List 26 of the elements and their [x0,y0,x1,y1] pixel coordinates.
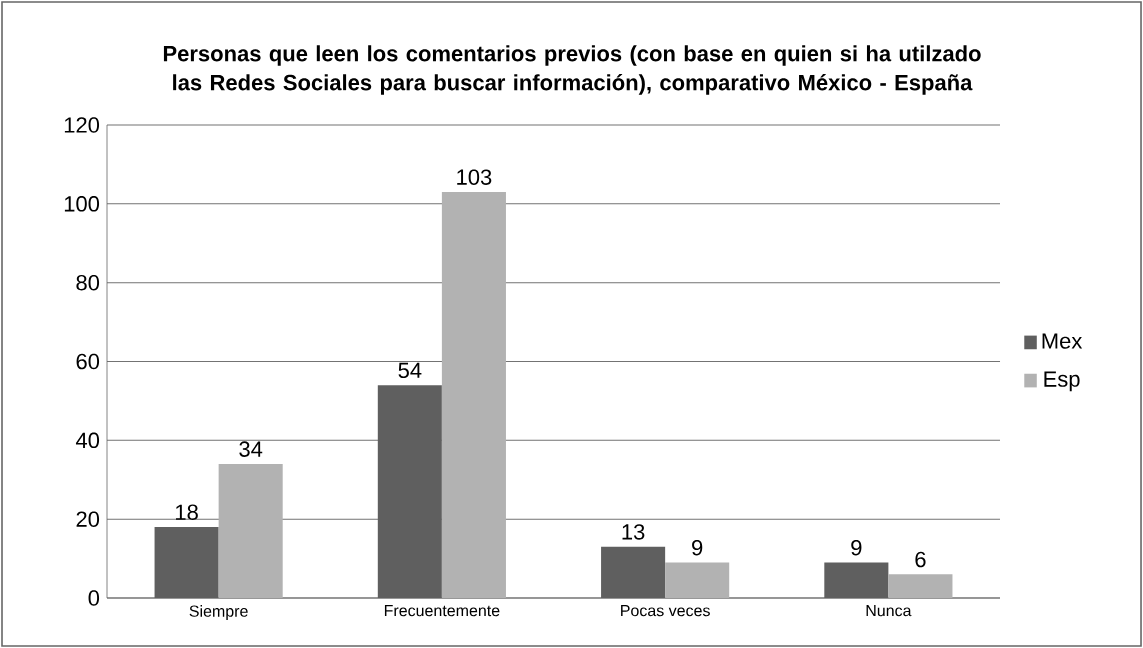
x-tick-label: Nunca [866,605,912,617]
chart-title: Personas que leen los comentarios previos (con base en quien si ha utilzado las Redes Sociales para buscar información), comparativo México - España [163,45,981,95]
data-label: 9 [851,539,862,556]
y-tick-label: 80 [76,274,100,291]
y-tick-label: 40 [75,432,100,449]
data-label: 9 [692,539,703,556]
data-label: 18 [176,504,198,520]
y-tick-label: 120 [64,117,100,133]
y-tick-label: 0 [88,590,100,606]
data-label: 13 [622,524,645,540]
data-label: 54 [398,362,422,379]
y-tick-label: 60 [76,353,100,370]
bar [441,192,506,598]
y-tick-label: 20 [76,511,100,527]
y-tick-label: 100 [64,196,100,212]
x-tick-label: Pocas veces [621,605,710,617]
x-tick-label: Frecuentemente [384,605,500,617]
data-label: 103 [457,169,492,185]
x-tick-label: Siempre [189,605,248,620]
legend-label: Mex [1042,333,1083,349]
bar [218,463,283,598]
data-label: 6 [915,551,926,568]
bar [665,562,730,598]
legend-label: Esp [1044,371,1080,392]
data-label: 34 [239,441,263,457]
bar [888,574,953,598]
